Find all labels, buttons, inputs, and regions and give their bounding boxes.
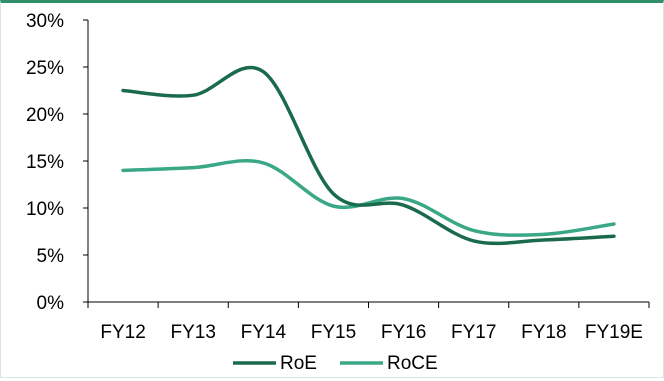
y-tick-label: 25% (26, 58, 64, 79)
legend-label-roe: RoE (280, 353, 317, 374)
y-tick-label: 20% (26, 105, 64, 126)
x-tick-label: FY19E (585, 322, 643, 343)
x-tick-label: FY17 (451, 322, 496, 343)
series-line-roe (121, 65, 616, 246)
line-chart: 0% 5% 10% 15% 20% 25% 30% FY12 FY13 FY14 FY15 FY16 F… (26, 11, 650, 374)
x-tick-label: FY13 (170, 322, 215, 343)
x-tick-label: FY14 (241, 322, 287, 343)
x-tick-label: FY16 (381, 322, 426, 343)
y-tick-label: 15% (26, 152, 64, 173)
y-tick-label: 10% (26, 199, 64, 220)
x-tick-label: FY18 (521, 322, 566, 343)
series-line-roce (121, 158, 616, 237)
y-tick-label: 0% (37, 293, 65, 314)
legend-label-roce: RoCE (387, 353, 438, 374)
x-tick-label: FY15 (311, 322, 356, 343)
y-tick-label: 5% (37, 246, 65, 267)
x-tick-label: FY12 (100, 322, 145, 343)
y-tick-label: 30% (26, 11, 64, 32)
